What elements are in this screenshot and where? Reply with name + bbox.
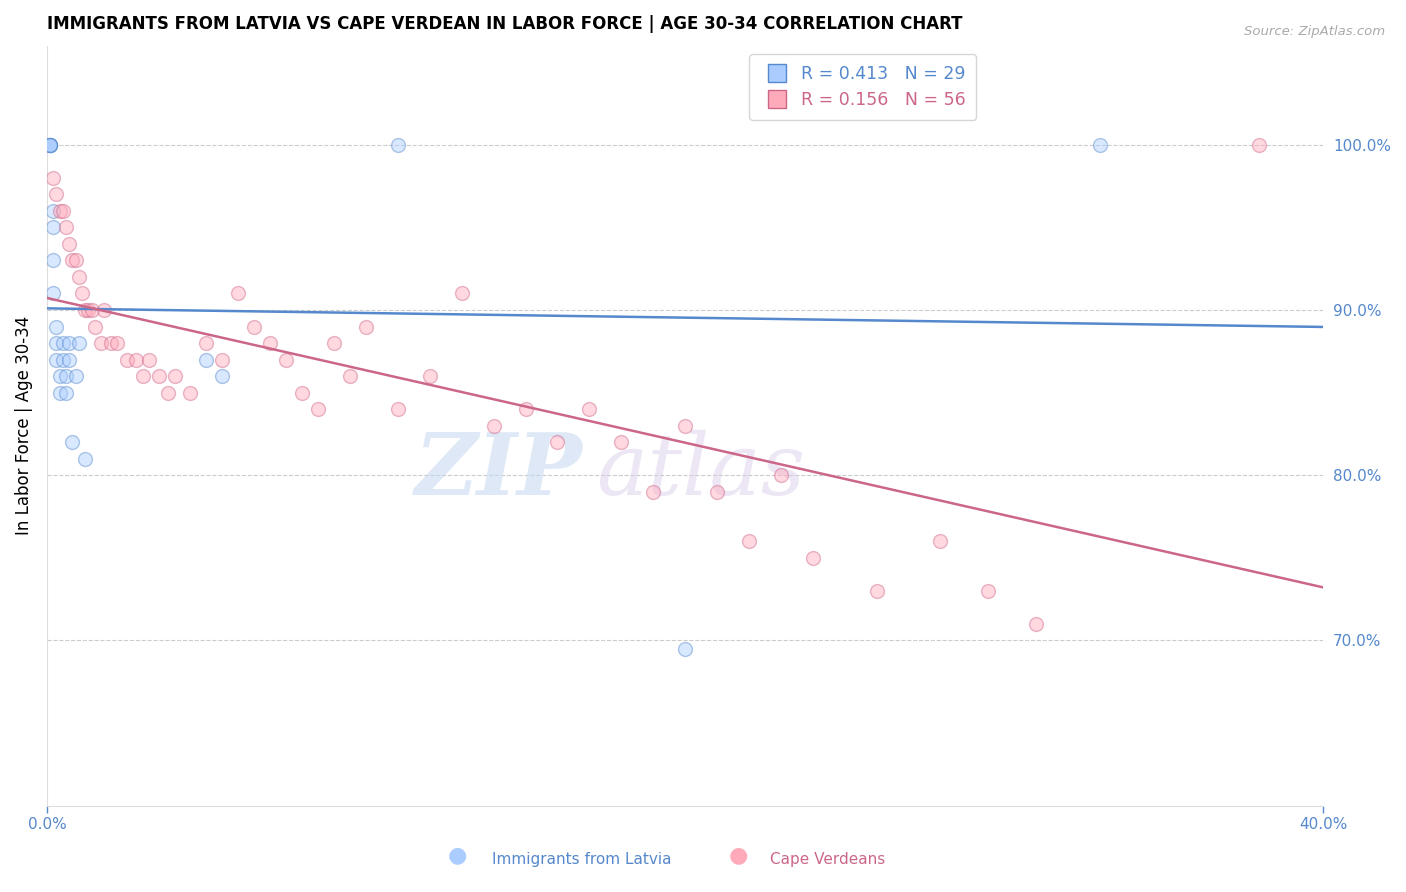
Point (52, 352, 75, 367)
Point (39, 137, 62, 152)
Point (643, 484, 665, 499)
Point (45, 319, 67, 334)
Point (1025, 616, 1047, 631)
Point (39, 137, 62, 152)
Point (610, 435, 633, 450)
Point (387, 402, 409, 417)
Point (323, 336, 346, 351)
Point (100, 336, 122, 351)
Text: IMMIGRANTS FROM LATVIA VS CAPE VERDEAN IN LABOR FORCE | AGE 30-34 CORRELATION CH: IMMIGRANTS FROM LATVIA VS CAPE VERDEAN I… (46, 15, 962, 33)
Point (578, 402, 600, 417)
Point (105, 336, 128, 351)
Point (83, 319, 105, 334)
Legend: R = 0.413   N = 29, R = 0.156   N = 56: R = 0.413 N = 29, R = 0.156 N = 56 (749, 54, 976, 120)
Point (55, 220, 77, 235)
Point (738, 534, 761, 549)
Point (195, 336, 218, 351)
Point (48, 203, 70, 218)
Text: atlas: atlas (596, 430, 804, 513)
Point (354, 319, 377, 334)
Point (39, 137, 62, 152)
Point (90, 336, 112, 351)
Point (75, 303, 97, 318)
Point (387, 137, 409, 152)
Point (291, 385, 314, 400)
Point (929, 534, 952, 549)
Point (48, 385, 70, 400)
Point (339, 369, 361, 384)
Point (195, 352, 218, 367)
Point (276, 352, 298, 367)
Point (93, 303, 115, 318)
Point (58, 336, 80, 351)
Point (80, 303, 103, 318)
Point (55, 369, 77, 384)
Point (1088, 137, 1111, 152)
Point (515, 402, 537, 417)
Point (52, 203, 75, 218)
Point (179, 385, 201, 400)
Point (138, 352, 160, 367)
Point (58, 236, 80, 251)
Point (546, 435, 568, 450)
Point (62, 253, 84, 268)
Point (211, 352, 233, 367)
Point (419, 369, 441, 384)
Point (865, 583, 887, 598)
Text: ZIP: ZIP (415, 429, 583, 513)
Point (70, 286, 93, 301)
Point (67, 336, 90, 351)
Text: Immigrants from Latvia: Immigrants from Latvia (492, 852, 672, 867)
Point (115, 352, 138, 367)
Text: ●: ● (728, 846, 748, 865)
Point (243, 319, 266, 334)
Point (45, 352, 67, 367)
Point (42, 170, 65, 185)
Point (45, 187, 67, 202)
Point (228, 286, 250, 301)
Point (77, 303, 100, 318)
Text: ●: ● (447, 846, 467, 865)
Point (58, 352, 80, 367)
Point (307, 402, 329, 417)
Point (39, 137, 62, 152)
Point (125, 352, 148, 367)
Point (673, 418, 696, 433)
Point (769, 468, 792, 483)
Point (131, 369, 153, 384)
Text: Cape Verdeans: Cape Verdeans (770, 852, 886, 867)
Point (977, 583, 1000, 598)
Point (450, 286, 472, 301)
Point (148, 369, 170, 384)
Y-axis label: In Labor Force | Age 30-34: In Labor Force | Age 30-34 (15, 316, 32, 535)
Point (706, 484, 728, 499)
Point (48, 369, 70, 384)
Point (211, 369, 233, 384)
Point (42, 203, 65, 218)
Point (482, 418, 505, 433)
Point (259, 336, 281, 351)
Point (75, 451, 97, 466)
Text: Source: ZipAtlas.com: Source: ZipAtlas.com (1244, 25, 1385, 38)
Point (42, 253, 65, 268)
Point (163, 369, 186, 384)
Point (1249, 137, 1271, 152)
Point (801, 550, 824, 565)
Point (65, 253, 87, 268)
Point (39, 137, 62, 152)
Point (42, 286, 65, 301)
Point (67, 269, 90, 284)
Point (55, 385, 77, 400)
Point (52, 336, 75, 351)
Point (42, 220, 65, 235)
Point (65, 369, 87, 384)
Point (45, 336, 67, 351)
Point (157, 385, 180, 400)
Point (62, 435, 84, 450)
Point (673, 641, 696, 656)
